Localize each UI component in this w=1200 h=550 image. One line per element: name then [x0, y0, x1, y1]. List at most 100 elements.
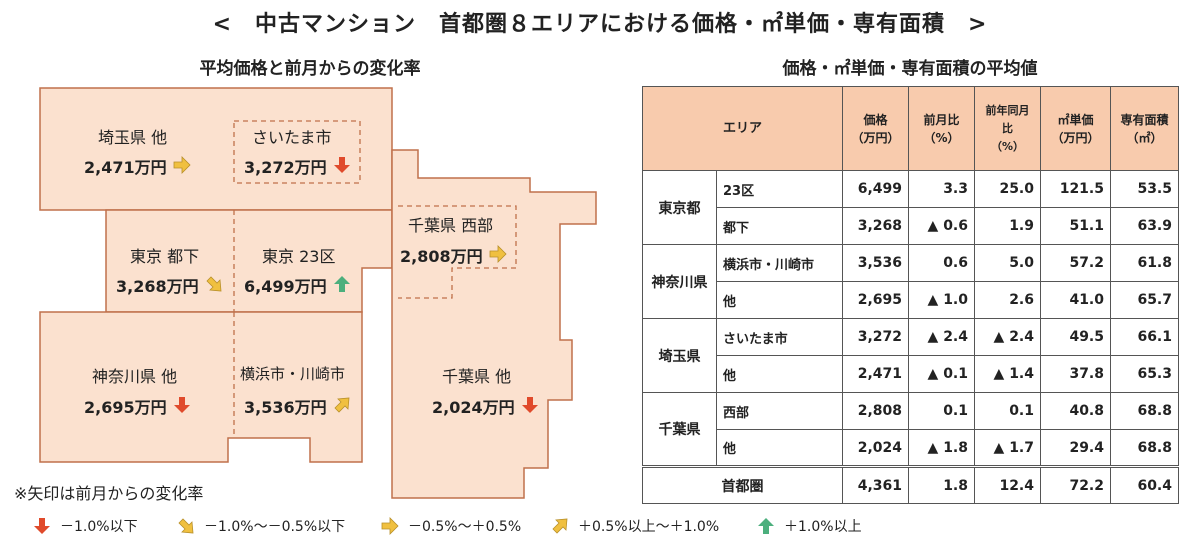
arrow-up-right-icon [334, 397, 350, 413]
area-group-cell: 埼玉県 [642, 318, 717, 393]
cell-unit-price: 40.8 [1040, 392, 1111, 430]
cell-sub: 他 [716, 429, 843, 467]
region-label-chiba-other: 千葉県 他 [442, 367, 512, 386]
cell-price: 6,499 [842, 170, 909, 208]
header-unit-price-label: ㎡単価 [1057, 112, 1094, 127]
arrow-right-icon [173, 156, 191, 174]
region-label-saitama-city: さいたま市 [252, 128, 332, 147]
cell-yoy: ▲ 1.4 [974, 355, 1041, 393]
total-mom: 1.8 [908, 465, 975, 504]
region-price-yokohama-kawasaki: 3,536万円 [244, 398, 327, 417]
cell-unit-price: 51.1 [1040, 207, 1111, 245]
boundary-chiba-west [398, 205, 517, 299]
cell-mom: 3.3 [908, 170, 975, 208]
cell-yoy: 25.0 [974, 170, 1041, 208]
header-floor-area-unit: （㎡） [1126, 130, 1163, 145]
area-group-cell: 東京都 [642, 170, 717, 245]
area-group-cell: 千葉県 [642, 392, 717, 467]
cell-unit-price: 49.5 [1040, 318, 1111, 356]
area-group-cell: 神奈川県 [642, 244, 717, 319]
cell-mom: ▲ 0.6 [908, 207, 975, 245]
header-mom-unit: （%） [923, 130, 960, 145]
cell-sub: 都下 [716, 207, 843, 245]
cell-yoy: ▲ 1.7 [974, 429, 1041, 467]
region-shape-chiba [391, 149, 597, 499]
region-price-chiba-other: 2,024万円 [432, 398, 515, 417]
arrow-down-icon [34, 518, 50, 534]
cell-sub: 他 [716, 355, 843, 393]
legend-item-slight-down: －1.0%～－0.5%以下 [176, 516, 345, 536]
cell-sub: 23区 [716, 170, 843, 208]
table-body: 東京都 23区 6,499 3.3 25.0 121.5 53.5 都下 3,268 ▲ 0.6 1… [642, 170, 1179, 504]
cell-floor-area: 53.5 [1110, 170, 1179, 208]
cell-price: 2,024 [842, 429, 909, 467]
region-label-chiba-west: 千葉県 西部 [408, 216, 494, 235]
table-row: 千葉県 西部 2,808 0.1 0.1 40.8 68.8 [642, 392, 1179, 467]
table-row: 埼玉県 さいたま市 3,272 ▲ 2.4 ▲ 2.4 49.5 66.1 [642, 318, 1179, 393]
region-price-tokyo-23: 6,499万円 [244, 277, 327, 296]
table-row: 東京都 23区 6,499 3.3 25.0 121.5 53.5 [642, 170, 1179, 245]
header-price: 価格 （万円） [842, 86, 909, 171]
table-row: 神奈川県 横浜市・川崎市 3,536 0.6 5.0 57.2 61.8 [642, 244, 1179, 319]
cell-price: 3,536 [842, 244, 909, 282]
region-price-saitama-other: 2,471万円 [84, 158, 167, 177]
cell-unit-price: 121.5 [1040, 170, 1111, 208]
arrow-down-icon [334, 157, 350, 173]
cell-yoy: 2.6 [974, 281, 1041, 319]
region-shape-saitama [39, 87, 393, 211]
region-label-tokyo-toka: 東京 都下 [130, 247, 200, 266]
arrow-up-icon [334, 276, 350, 292]
cell-price: 2,808 [842, 392, 909, 430]
cell-unit-price: 29.4 [1040, 429, 1111, 467]
cell-mom: ▲ 1.0 [908, 281, 975, 319]
region-map-shapes [39, 87, 597, 499]
stats-table: エリア 価格 （万円） 前月比 （%） 前年同月比 （%） ㎡単価 （万円） 専有面積 （… [642, 86, 1179, 504]
header-price-label: 価格 [863, 112, 888, 127]
header-floor-area: 専有面積 （㎡） [1110, 86, 1179, 171]
region-price-kanagawa-other: 2,695万円 [84, 398, 167, 417]
header-area: エリア [642, 86, 843, 171]
header-floor-area-label: 専有面積 [1120, 112, 1169, 127]
table-row: 他 2,695 ▲ 1.0 2.6 41.0 65.7 [643, 281, 1179, 319]
cell-sub: 西部 [716, 392, 843, 430]
region-price-tokyo-toka: 3,268万円 [116, 277, 199, 296]
table-header-row: エリア 価格 （万円） 前月比 （%） 前年同月比 （%） ㎡単価 （万円） 専有面積 （… [642, 86, 1179, 171]
cell-floor-area: 68.8 [1110, 392, 1179, 430]
header-yoy-unit: （%） [990, 139, 1025, 153]
region-price-saitama-city: 3,272万円 [244, 158, 327, 177]
table-row: 他 2,471 ▲ 0.1 ▲ 1.4 37.8 65.3 [643, 355, 1179, 393]
arrow-down-icon [522, 397, 538, 413]
cell-yoy: ▲ 2.4 [974, 318, 1041, 356]
cell-floor-area: 65.7 [1110, 281, 1179, 319]
cell-unit-price: 37.8 [1040, 355, 1111, 393]
legend-item-up: ＋1.0%以上 [756, 516, 862, 536]
region-label-tokyo-23: 東京 23区 [262, 247, 336, 266]
total-floor-area: 60.4 [1110, 465, 1179, 504]
cell-price: 3,268 [842, 207, 909, 245]
table-total-row: 首都圏 4,361 1.8 12.4 72.2 60.4 [642, 465, 1179, 504]
legend-label: ＋0.5%以上～＋1.0% [578, 519, 720, 535]
cell-floor-area: 61.8 [1110, 244, 1179, 282]
total-price: 4,361 [842, 465, 909, 504]
arrow-down-right-icon [178, 518, 194, 534]
map-title: 平均価格と前月からの変化率 [199, 59, 421, 79]
cell-floor-area: 68.8 [1110, 429, 1179, 467]
boundary-saitama-city [233, 120, 361, 184]
legend-label: －0.5%～＋0.5% [408, 519, 522, 535]
total-unit-price: 72.2 [1040, 465, 1111, 504]
cell-sub: さいたま市 [716, 318, 843, 356]
arrow-up-right-icon [552, 518, 568, 534]
region-label-saitama-other: 埼玉県 他 [98, 128, 168, 147]
cell-yoy: 0.1 [974, 392, 1041, 430]
cell-price: 2,471 [842, 355, 909, 393]
legend-label: ＋1.0%以上 [784, 519, 862, 535]
cell-mom: ▲ 2.4 [908, 318, 975, 356]
cell-mom: 0.6 [908, 244, 975, 282]
header-unit-price-unit: （万円） [1051, 130, 1100, 145]
legend-item-flat: －0.5%～＋0.5% [380, 516, 521, 536]
cell-yoy: 1.9 [974, 207, 1041, 245]
region-shape-kanagawa [39, 311, 363, 463]
cell-price: 2,695 [842, 281, 909, 319]
cell-price: 3,272 [842, 318, 909, 356]
cell-sub: 他 [716, 281, 843, 319]
